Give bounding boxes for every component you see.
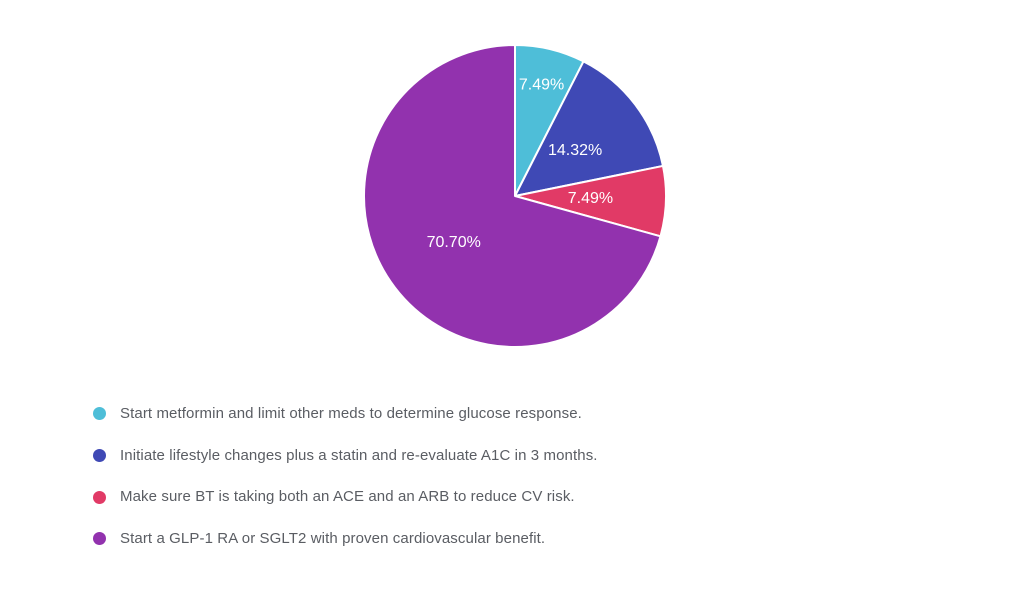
legend-bullet-icon	[93, 490, 106, 504]
legend-item: Start a GLP-1 RA or SGLT2 with proven ca…	[93, 518, 598, 560]
pie-slice-1	[514, 60, 664, 197]
legend-bullet-icon	[93, 532, 106, 546]
pie-slice-label-3: 70.70%	[427, 234, 481, 251]
legend-label: Start metformin and limit other meds to …	[120, 404, 582, 422]
legend-label: Start a GLP-1 RA or SGLT2 with proven ca…	[120, 529, 546, 547]
legend-item: Initiate lifestyle changes plus a statin…	[93, 435, 598, 477]
legend-bullet-icon	[93, 407, 106, 421]
legend-label: Make sure BT is taking both an ACE and a…	[120, 488, 575, 506]
pie-slice-label-1: 14.32%	[548, 142, 602, 159]
legend-bullet-icon	[93, 449, 106, 463]
pie-slice-3	[363, 44, 662, 348]
pie-slice-label-0: 7.49%	[519, 77, 564, 94]
legend-item: Start metformin and limit other meds to …	[93, 393, 598, 435]
legend-label: Initiate lifestyle changes plus a statin…	[120, 446, 598, 464]
pie-slice-label-2: 7.49%	[568, 190, 613, 207]
chart-legend: Start metformin and limit other meds to …	[93, 393, 598, 560]
legend-item: Make sure BT is taking both an ACE and a…	[93, 476, 598, 518]
